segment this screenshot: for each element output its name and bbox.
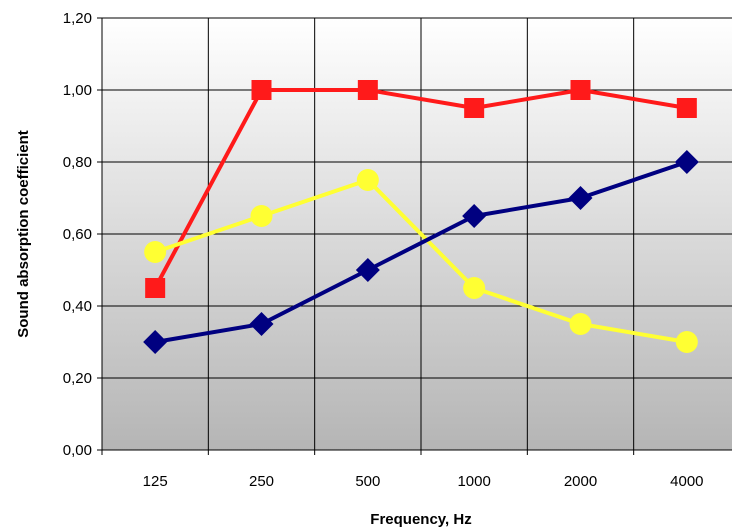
x-tick-label: 2000 — [564, 473, 597, 490]
x-tick-label: 500 — [355, 473, 380, 490]
series-group — [143, 80, 699, 354]
x-tick-label: 1000 — [457, 473, 490, 490]
y-tick-label: 0,20 — [63, 370, 92, 387]
series-line-3 — [154, 160, 688, 344]
data-point-square — [676, 98, 697, 118]
data-point-circle — [250, 205, 273, 227]
data-point-circle — [144, 241, 167, 263]
y-axis-title: Sound absorption coefficient — [15, 130, 32, 338]
data-point-square — [251, 80, 272, 100]
data-point-circle — [356, 169, 379, 191]
data-point-diamond — [143, 330, 168, 354]
y-tick-labels: 0,00 0,20 0,40 0,60 0,80 1,00 1,20 — [63, 10, 92, 459]
series-line-1 — [153, 88, 688, 289]
data-point-diamond — [355, 258, 380, 282]
y-tick-label: 0,80 — [63, 154, 92, 171]
x-tick-label: 4000 — [670, 473, 703, 490]
x-tick-label: 125 — [143, 473, 168, 490]
data-point-circle — [463, 277, 486, 299]
y-tick-label: 1,00 — [63, 82, 92, 99]
data-point-diamond — [249, 312, 274, 336]
data-point-square — [464, 98, 485, 118]
y-tick-label: 0,60 — [63, 226, 92, 243]
x-tick-label: 250 — [249, 473, 274, 490]
x-tick-labels: 125 250 500 1000 2000 4000 — [143, 473, 704, 490]
y-tick-label: 1,20 — [63, 10, 92, 27]
data-point-diamond — [568, 186, 593, 210]
data-point-circle — [675, 331, 698, 353]
data-point-square — [357, 80, 378, 100]
y-tick-label: 0,40 — [63, 298, 92, 315]
y-tick-label: 0,00 — [63, 442, 92, 459]
data-point-square — [145, 278, 166, 298]
data-point-diamond — [462, 204, 487, 228]
series-line-2 — [154, 178, 688, 344]
x-axis-title: Frequency, Hz — [370, 511, 471, 528]
data-point-square — [570, 80, 591, 100]
data-point-circle — [569, 313, 592, 335]
axes — [97, 17, 732, 455]
data-point-diamond — [674, 150, 699, 174]
